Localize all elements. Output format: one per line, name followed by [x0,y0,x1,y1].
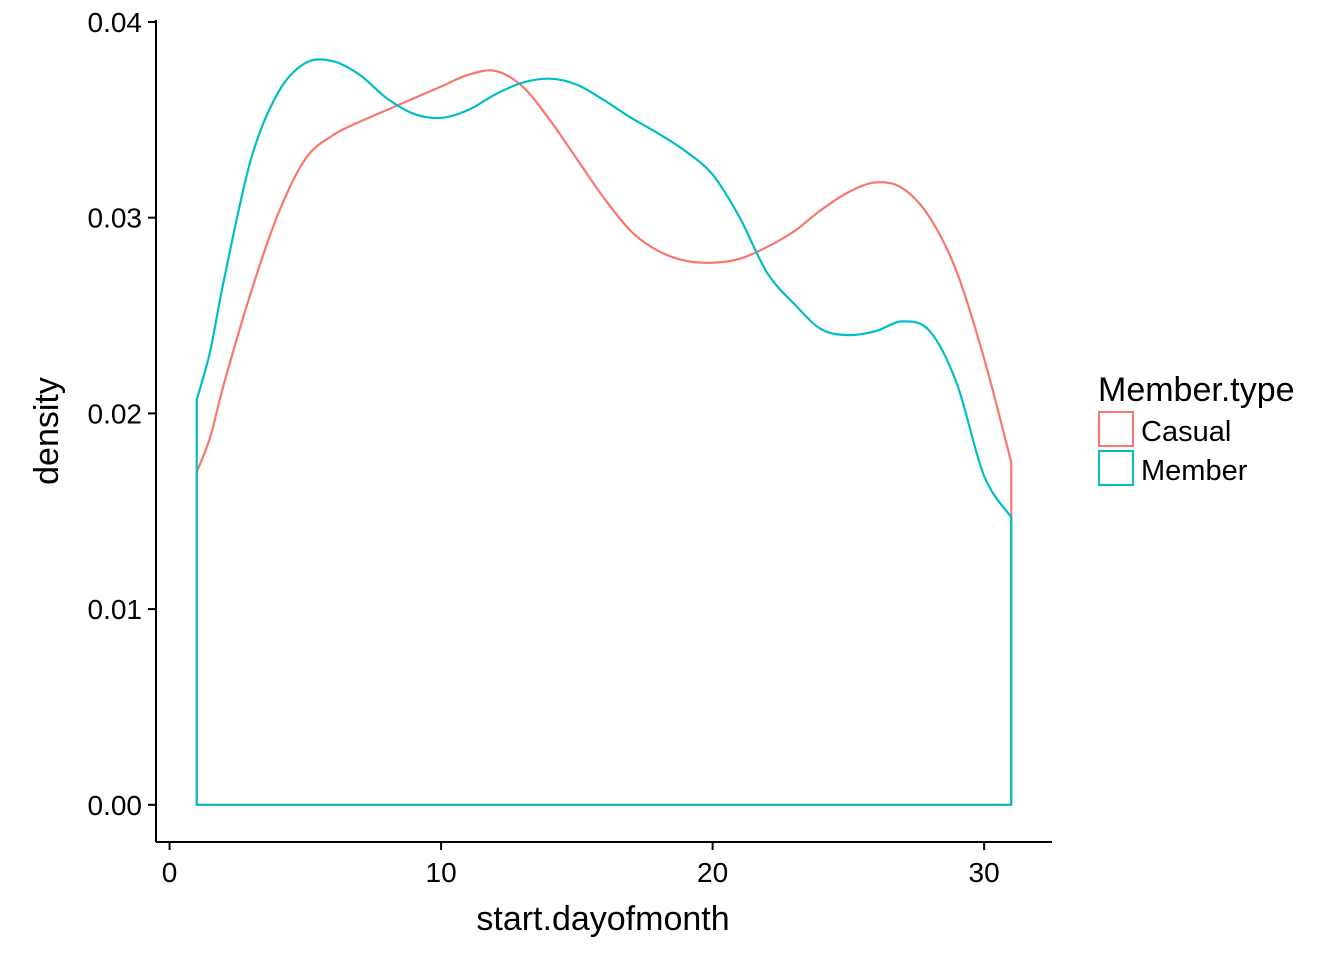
x-tick-label: 30 [969,857,1000,888]
legend: Member.type Casual Member [1098,371,1295,487]
x-tick-label: 10 [426,857,457,888]
x-axis-ticks: 0 10 20 30 [162,842,1000,888]
density-line-casual [195,69,1013,806]
x-axis-title: start.dayofmonth [476,900,729,938]
legend-label-casual: Casual [1141,416,1231,448]
density-series [195,58,1013,806]
x-tick-label: 20 [697,857,728,888]
y-axis-ticks: 0.00 0.01 0.02 0.03 0.04 [88,7,156,821]
y-tick-label: 0.01 [88,594,143,625]
x-tick-label: 0 [162,857,178,888]
y-tick-label: 0.03 [88,203,143,234]
plot-panel: 0.00 0.01 0.02 0.03 0.04 0 10 20 30 [88,7,1052,888]
legend-title: Member.type [1098,371,1295,409]
y-tick-label: 0.00 [88,790,143,821]
y-axis-title: density [28,377,66,485]
legend-label-member: Member [1141,455,1248,487]
legend-key-member [1098,450,1134,486]
density-line-member [195,58,1013,806]
legend-key-casual [1098,411,1134,447]
y-tick-label: 0.02 [88,398,143,429]
y-tick-label: 0.04 [88,7,143,38]
